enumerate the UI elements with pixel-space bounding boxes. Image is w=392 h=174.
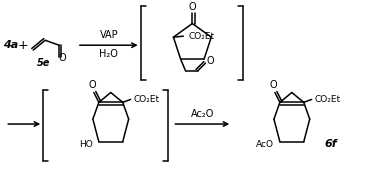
Text: HO: HO	[79, 140, 93, 149]
Text: Ac₂O: Ac₂O	[191, 109, 214, 119]
Text: CO₂Et: CO₂Et	[188, 32, 214, 41]
Text: O: O	[269, 80, 277, 90]
Text: O: O	[88, 80, 96, 90]
Text: O: O	[189, 2, 196, 12]
Text: VAP: VAP	[100, 30, 118, 40]
Text: CO₂Et: CO₂Et	[134, 95, 160, 104]
Text: H₂O: H₂O	[99, 49, 118, 59]
Text: AcO: AcO	[256, 140, 274, 149]
Text: O: O	[58, 53, 66, 63]
Text: O: O	[207, 56, 214, 66]
Text: +: +	[18, 39, 29, 52]
Text: 4a: 4a	[3, 40, 18, 50]
Text: CO₂Et: CO₂Et	[314, 95, 341, 104]
Text: 5e: 5e	[36, 58, 50, 68]
Text: 6f: 6f	[325, 139, 337, 149]
